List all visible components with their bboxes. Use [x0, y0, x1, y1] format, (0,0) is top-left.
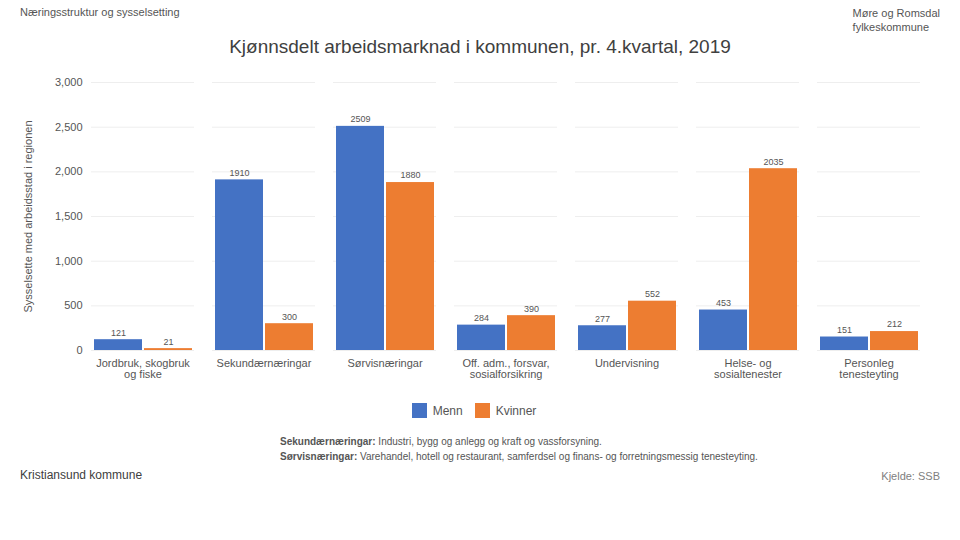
html-text:Næringsstruktur og sysselsetti: Næringsstruktur og sysselsetting: [20, 6, 180, 18]
svg-text:300: 300: [282, 312, 297, 322]
svg-text:2,500: 2,500: [55, 121, 83, 133]
svg-text:1,000: 1,000: [55, 255, 83, 267]
svg-text:121: 121: [111, 328, 126, 338]
svg-text:Sørvisnæringar: Sørvisnæringar: [347, 357, 423, 369]
html-text:Kjelde: SSB: Kjelde: SSB: [881, 470, 940, 482]
html-text:Møre og Romsdal fylkeskommune: Møre og Romsdal fylkeskommune: [852, 7, 940, 34]
svg-text:284: 284: [474, 313, 489, 323]
svg-text:277: 277: [595, 314, 610, 324]
html-text:Kjønnsdelt arbeidsmarknad i ko: Kjønnsdelt arbeidsmarknad i kommunen, pr…: [229, 36, 731, 57]
svg-text:Undervisning: Undervisning: [595, 357, 659, 369]
svg-text:2,000: 2,000: [55, 165, 83, 177]
html-text:Sekundærnæringar: Industri, by: Sekundærnæringar: Industri, bygg og anle…: [280, 436, 602, 447]
svg-text:1910: 1910: [229, 168, 249, 178]
html-text:Kvinner: Kvinner: [495, 403, 537, 418]
svg-text:Sysselsette med arbeidsstad i: Sysselsette med arbeidsstad i regionen: [22, 121, 34, 313]
svg-text:2509: 2509: [350, 114, 370, 124]
svg-text:212: 212: [887, 319, 902, 329]
svg-text:Off. adm., forsvar,sosialforsi: Off. adm., forsvar,sosialforsikring: [462, 357, 549, 380]
html-text:Sørvisnæringar: Varehandel, ho: Sørvisnæringar: Varehandel, hotell og re…: [280, 450, 758, 462]
html-text:Menn: Menn: [432, 403, 463, 418]
svg-text:Jordbruk, skogbrukog fiske: Jordbruk, skogbrukog fiske: [96, 357, 190, 380]
svg-text:552: 552: [645, 289, 660, 299]
svg-text:21: 21: [163, 337, 173, 347]
svg-text:0: 0: [76, 344, 82, 356]
svg-text:390: 390: [524, 304, 539, 314]
svg-text:453: 453: [716, 298, 731, 308]
svg-text:151: 151: [837, 325, 852, 335]
svg-text:500: 500: [64, 299, 82, 311]
svg-text:Sekundærnæringar: Sekundærnæringar: [217, 357, 312, 369]
svg-text:1,500: 1,500: [55, 210, 83, 222]
svg-text:2035: 2035: [763, 157, 783, 167]
html-text:Kristiansund kommune: Kristiansund kommune: [20, 468, 143, 482]
svg-text:Helse- ogsosialtenester: Helse- ogsosialtenester: [714, 357, 782, 380]
svg-text:Personlegtenesteyting: Personlegtenesteyting: [839, 357, 898, 380]
svg-text:3,000: 3,000: [55, 76, 83, 88]
svg-text:1880: 1880: [400, 170, 420, 180]
